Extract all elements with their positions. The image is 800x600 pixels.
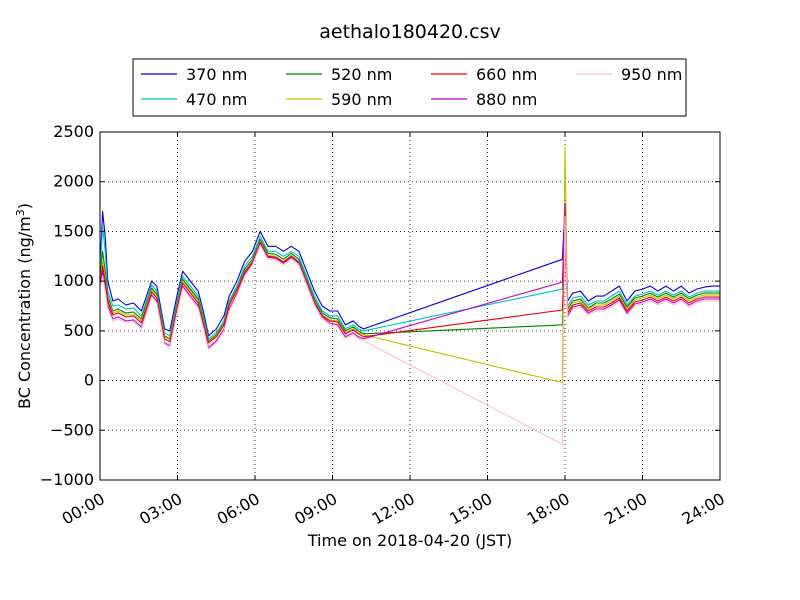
y-tick-label: 2500 — [53, 122, 94, 141]
legend-label-1: 370 nm — [186, 65, 247, 84]
legend-label-4: 590 nm — [331, 90, 392, 109]
y-tick-label: 2000 — [53, 172, 94, 191]
y-axis-label: BC Concentration (ng/m3) — [14, 203, 34, 409]
legend-label-7: 950 nm — [621, 65, 682, 84]
legend-frame — [132, 58, 687, 117]
legend: 370 nm 470 nm 520 nm 590 nm 660 nm 880 nm 950 … — [132, 58, 687, 117]
legend-label-6: 880 nm — [476, 90, 537, 109]
y-axis-label-main: BC Concentration (ng/m — [15, 216, 34, 409]
y-tick-label: 500 — [63, 321, 94, 340]
y-axis-label-superscript: 3 — [14, 209, 27, 216]
series-line-2 — [99, 220, 720, 340]
y-axis-label-close: ) — [15, 203, 34, 209]
series-line-1 — [99, 206, 720, 337]
y-tick-label: −500 — [50, 420, 94, 439]
legend-label-3: 520 nm — [331, 65, 392, 84]
series-lines — [99, 146, 720, 445]
y-tick-label: 1000 — [53, 271, 94, 290]
chart-title: aethalo180420.csv — [319, 21, 501, 43]
legend-label-5: 660 nm — [476, 65, 537, 84]
x-axis-label: Time on 2018-04-20 (JST) — [307, 531, 512, 550]
legend-label-2: 470 nm — [186, 90, 247, 109]
y-tick-label: 1500 — [53, 221, 94, 240]
series-line-7 — [99, 215, 720, 445]
y-tick-label: −1000 — [40, 470, 94, 489]
y-tick-label: 0 — [84, 371, 94, 390]
axis-ticks — [99, 131, 721, 481]
